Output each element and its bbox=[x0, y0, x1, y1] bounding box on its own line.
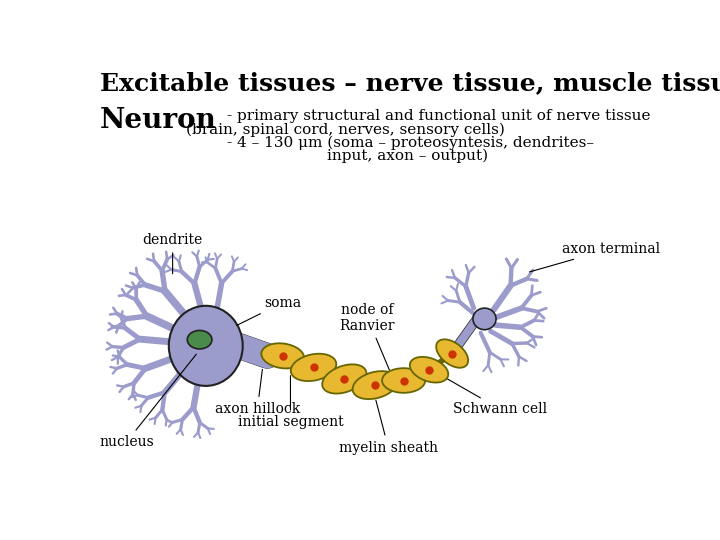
Text: dendrite: dendrite bbox=[143, 233, 203, 274]
Ellipse shape bbox=[353, 371, 397, 399]
Text: Neuron: Neuron bbox=[99, 107, 217, 134]
Text: myelin sheath: myelin sheath bbox=[338, 400, 438, 455]
Text: input, axon – output): input, axon – output) bbox=[327, 148, 488, 163]
Text: (brain, spinal cord, nerves, sensory cells): (brain, spinal cord, nerves, sensory cel… bbox=[186, 123, 505, 137]
Text: nucleus: nucleus bbox=[99, 354, 197, 449]
Text: axon terminal: axon terminal bbox=[529, 242, 660, 272]
Text: soma: soma bbox=[237, 296, 302, 326]
Text: Excitable tissues – nerve tissue, muscle tissue: Excitable tissues – nerve tissue, muscle… bbox=[99, 71, 720, 95]
Text: - primary structural and functional unit of nerve tissue: - primary structural and functional unit… bbox=[227, 110, 650, 124]
Ellipse shape bbox=[322, 364, 366, 394]
Ellipse shape bbox=[382, 368, 426, 393]
Ellipse shape bbox=[410, 357, 449, 382]
Text: Schwann cell: Schwann cell bbox=[439, 374, 547, 416]
Text: - 4 – 130 μm (soma – proteosyntesis, dendrites–: - 4 – 130 μm (soma – proteosyntesis, den… bbox=[227, 136, 593, 150]
Ellipse shape bbox=[187, 330, 212, 349]
Text: axon hillock: axon hillock bbox=[215, 369, 300, 416]
Ellipse shape bbox=[436, 339, 468, 368]
Ellipse shape bbox=[261, 343, 304, 368]
Ellipse shape bbox=[291, 354, 336, 381]
Text: node of
Ranvier: node of Ranvier bbox=[340, 302, 395, 370]
Text: initial segment: initial segment bbox=[238, 376, 343, 429]
Ellipse shape bbox=[473, 308, 496, 330]
Ellipse shape bbox=[168, 306, 243, 386]
